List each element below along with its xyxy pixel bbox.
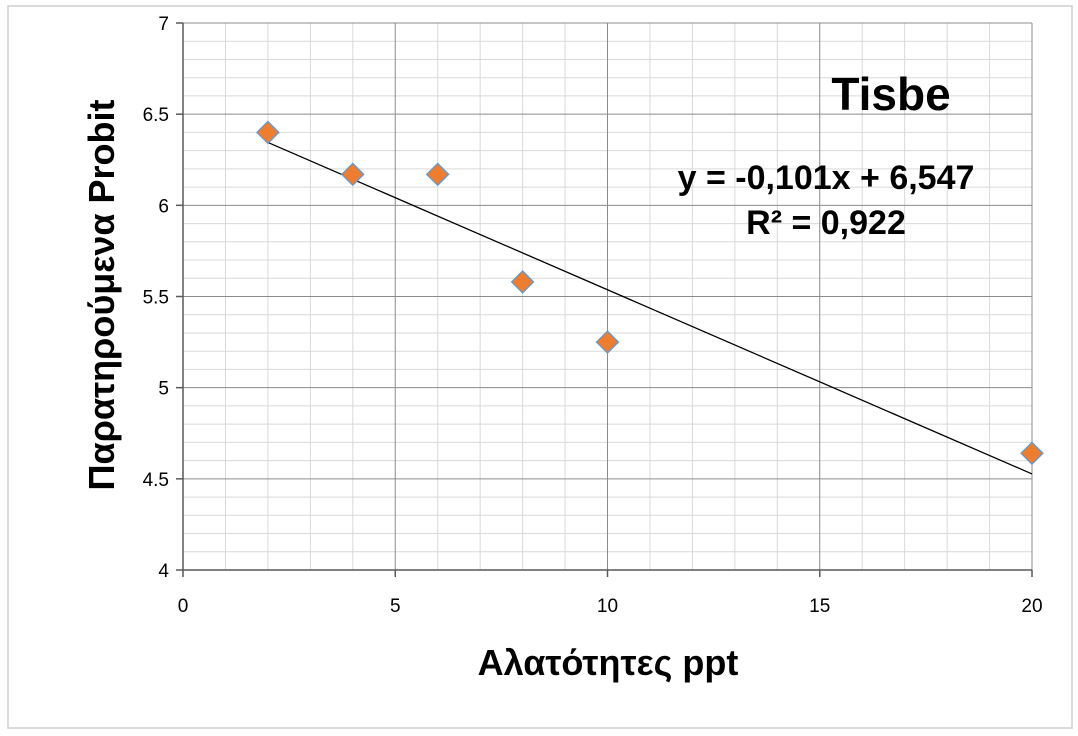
y-tick-labels: 4 4.5 5 5.5 6 6.5 7 xyxy=(143,14,170,582)
data-point xyxy=(595,330,620,354)
x-tick-label: 0 xyxy=(178,596,189,617)
y-tick-label: 4.5 xyxy=(143,470,169,491)
data-point xyxy=(425,162,450,187)
data-point xyxy=(340,162,365,187)
trendline xyxy=(267,141,1033,475)
y-axis-title: Παρατηρούμενα Probit xyxy=(81,99,122,490)
x-axis-title: Αλατότητες ppt xyxy=(478,642,739,683)
data-point xyxy=(1020,441,1044,466)
chart-title: Tisbe xyxy=(831,68,950,120)
y-tick-label: 7 xyxy=(158,14,169,35)
x-tick-labels: 0 5 10 15 20 xyxy=(178,596,1043,617)
trendline-group xyxy=(267,141,1033,475)
r-squared-label: R² = 0,922 xyxy=(746,204,906,242)
x-tick-label: 5 xyxy=(390,596,401,617)
data-point xyxy=(256,120,280,145)
data-points xyxy=(256,120,1044,466)
y-tick-label: 5.5 xyxy=(143,288,169,309)
y-tick-label: 6.5 xyxy=(143,105,169,126)
y-tick-label: 5 xyxy=(158,379,169,400)
major-gridlines xyxy=(183,22,1033,570)
y-tick-label: 6 xyxy=(158,196,169,217)
y-tick-label: 4 xyxy=(158,561,169,582)
x-tick-label: 20 xyxy=(1021,596,1042,617)
data-point xyxy=(510,270,535,294)
x-tick-label: 15 xyxy=(809,596,830,617)
axes xyxy=(176,22,1033,577)
chart-frame xyxy=(7,5,1073,729)
trendline-equation: y = -0,101x + 6,547 xyxy=(678,159,975,197)
x-tick-label: 10 xyxy=(597,596,618,617)
